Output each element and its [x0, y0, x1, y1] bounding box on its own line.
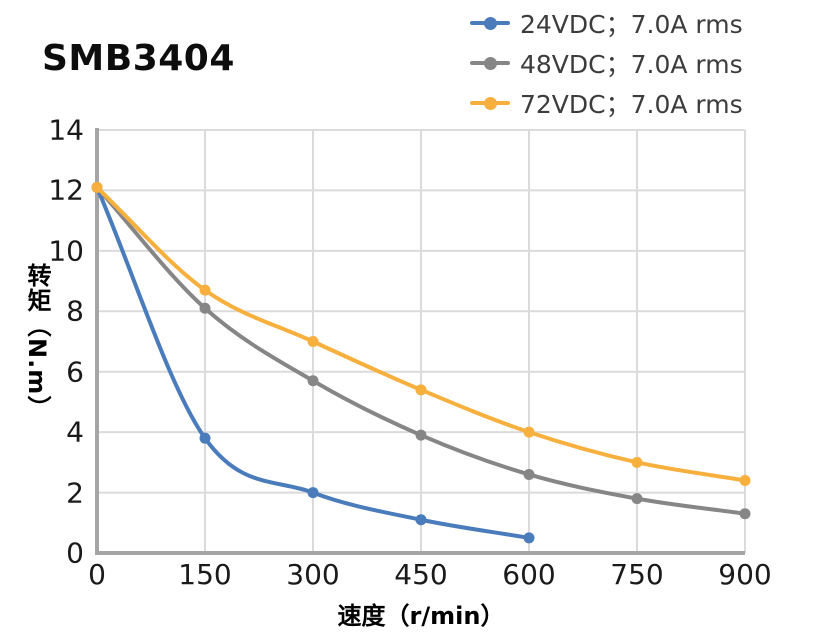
legend-marker-72vdc: [470, 96, 510, 111]
chart-title: SMB3404: [42, 38, 235, 79]
series-point-48vdc: [307, 375, 319, 387]
series-point-72vdc: [523, 426, 535, 438]
legend-item-72vdc: 72VDC；7.0A rms: [470, 83, 743, 123]
series-point-48vdc: [415, 429, 427, 441]
legend: 24VDC；7.0A rms 48VDC；7.0A rms 72VDC；7.0A…: [470, 3, 743, 123]
legend-label-48vdc: 48VDC；7.0A rms: [520, 50, 743, 79]
series-point-72vdc: [739, 474, 751, 486]
series-point-48vdc: [199, 302, 211, 314]
series-point-24vdc: [199, 432, 211, 444]
legend-label-72vdc: 72VDC；7.0A rms: [520, 90, 743, 119]
series-point-24vdc: [523, 532, 535, 544]
legend-item-24vdc: 24VDC；7.0A rms: [470, 3, 743, 43]
series-point-48vdc: [631, 493, 643, 505]
y-axis-title-wrap: 转矩（N.m）: [20, 130, 55, 553]
x-axis-title: 速度（r/min）: [337, 602, 505, 630]
legend-dot-icon: [483, 56, 497, 70]
series-point-72vdc: [199, 284, 211, 296]
legend-marker-48vdc: [470, 56, 510, 71]
series-point-72vdc: [91, 181, 103, 193]
series-point-48vdc: [523, 468, 535, 480]
series-point-24vdc: [415, 514, 427, 526]
y-axis-title: 转矩（N.m）: [23, 262, 51, 421]
series-point-24vdc: [307, 487, 319, 499]
legend-label-24vdc: 24VDC；7.0A rms: [520, 10, 743, 39]
series-line-24vdc: [95, 185, 531, 540]
series-point-72vdc: [415, 384, 427, 396]
legend-dot-icon: [483, 16, 497, 30]
series-point-72vdc: [631, 456, 643, 468]
legend-marker-24vdc: [470, 16, 510, 31]
series-point-72vdc: [307, 336, 319, 347]
series-point-48vdc: [739, 508, 751, 520]
legend-dot-icon: [483, 96, 497, 110]
legend-item-48vdc: 48VDC；7.0A rms: [470, 43, 743, 83]
